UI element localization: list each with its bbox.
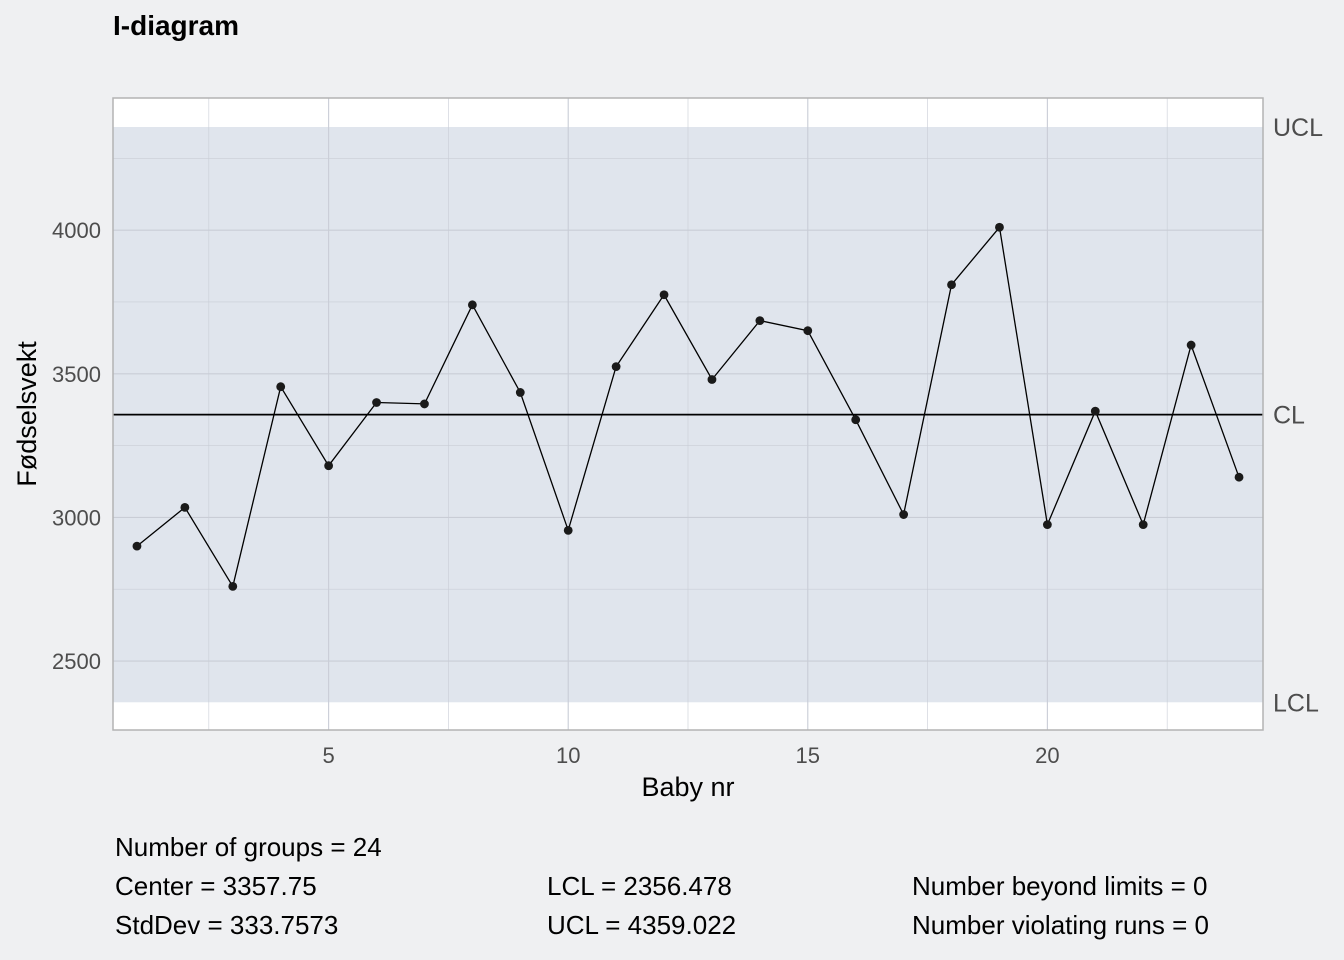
stat-beyond-limits: Number beyond limits = 0 bbox=[912, 871, 1208, 901]
y-tick-label: 2500 bbox=[52, 649, 101, 674]
y-tick-label: 4000 bbox=[52, 218, 101, 243]
data-point bbox=[851, 415, 861, 425]
data-point bbox=[899, 510, 909, 519]
x-tick-labels: 5 10 15 20 bbox=[323, 743, 1060, 768]
y-axis-title: Fødselsvekt bbox=[12, 341, 42, 487]
stat-lcl: LCL = 2356.478 bbox=[547, 871, 732, 901]
y-tick-labels: 2500 3000 3500 4000 bbox=[52, 218, 101, 674]
data-point bbox=[420, 399, 429, 409]
data-point bbox=[803, 326, 813, 336]
data-point bbox=[659, 290, 669, 300]
data-point bbox=[707, 375, 717, 384]
y-tick-label: 3500 bbox=[52, 362, 101, 387]
data-point bbox=[324, 461, 334, 471]
data-point bbox=[132, 541, 142, 551]
data-point bbox=[1042, 520, 1052, 529]
stat-ucl: UCL = 4359.022 bbox=[547, 910, 737, 940]
chart-title: I-diagram bbox=[113, 10, 239, 41]
x-tick-label: 10 bbox=[556, 743, 580, 768]
data-point bbox=[611, 362, 621, 371]
stat-center: Center = 3357.75 bbox=[115, 871, 317, 901]
data-point bbox=[276, 382, 286, 392]
data-point bbox=[1234, 472, 1244, 482]
x-axis-title: Baby nr bbox=[641, 772, 734, 802]
stat-stddev: StdDev = 333.7573 bbox=[115, 910, 339, 940]
cl-label: CL bbox=[1273, 402, 1305, 430]
x-tick-label: 15 bbox=[796, 743, 820, 768]
y-tick-label: 3000 bbox=[52, 505, 101, 530]
stat-number-of-groups: Number of groups = 24 bbox=[115, 832, 382, 862]
data-point bbox=[228, 581, 238, 591]
data-point bbox=[947, 280, 956, 290]
data-point bbox=[515, 388, 525, 397]
data-point bbox=[995, 222, 1004, 232]
data-point bbox=[1138, 520, 1148, 529]
stat-violating-runs: Number violating runs = 0 bbox=[912, 910, 1209, 940]
lcl-label: LCL bbox=[1273, 689, 1319, 717]
data-point bbox=[467, 300, 477, 310]
x-tick-label: 20 bbox=[1035, 743, 1059, 768]
data-point bbox=[563, 525, 573, 535]
x-tick-label: 5 bbox=[323, 743, 335, 768]
data-point bbox=[372, 398, 381, 407]
panel-border bbox=[112, 97, 1264, 731]
data-point bbox=[180, 502, 190, 512]
data-points bbox=[132, 222, 1244, 591]
data-point bbox=[755, 316, 765, 326]
ucl-label: UCL bbox=[1273, 114, 1323, 142]
data-point bbox=[1186, 340, 1196, 350]
series-line bbox=[136, 225, 1240, 589]
data-point bbox=[1090, 406, 1100, 416]
